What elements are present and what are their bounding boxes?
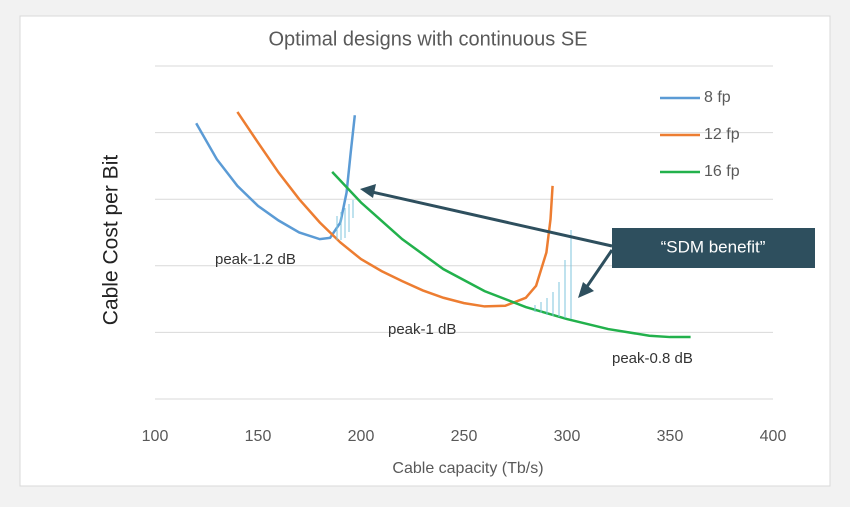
x-tick-label: 400	[760, 428, 787, 445]
plot-area: 100 150 200 250 300 350 400	[142, 65, 787, 445]
annotation: “SDM benefit”	[661, 237, 766, 256]
annotation: peak-0.8 dB	[612, 350, 693, 367]
annotation: peak-1 dB	[388, 321, 456, 338]
sdm-hatch	[336, 200, 572, 319]
x-tick-label: 300	[554, 428, 581, 445]
legend-label: 8 fp	[704, 89, 731, 106]
chart-title: Optimal designs with continuous SE	[268, 28, 587, 50]
x-axis-label: Cable capacity (Tb/s)	[392, 460, 543, 477]
legend-label: 12 fp	[704, 126, 740, 143]
sdm-box	[612, 228, 815, 268]
legend-label: 16 fp	[704, 163, 740, 180]
x-tick-label: 150	[245, 428, 272, 445]
series-line	[195, 115, 357, 241]
series-line	[236, 111, 554, 308]
y-axis-label: Cable Cost per Bit	[100, 155, 123, 326]
arrows	[360, 184, 614, 298]
x-tick-label: 250	[451, 428, 478, 445]
x-tick-label: 200	[348, 428, 375, 445]
x-tick-label: 350	[657, 428, 684, 445]
annotation: peak-1.2 dB	[215, 251, 296, 268]
series-line	[331, 171, 691, 339]
x-tick-label: 100	[142, 428, 169, 445]
